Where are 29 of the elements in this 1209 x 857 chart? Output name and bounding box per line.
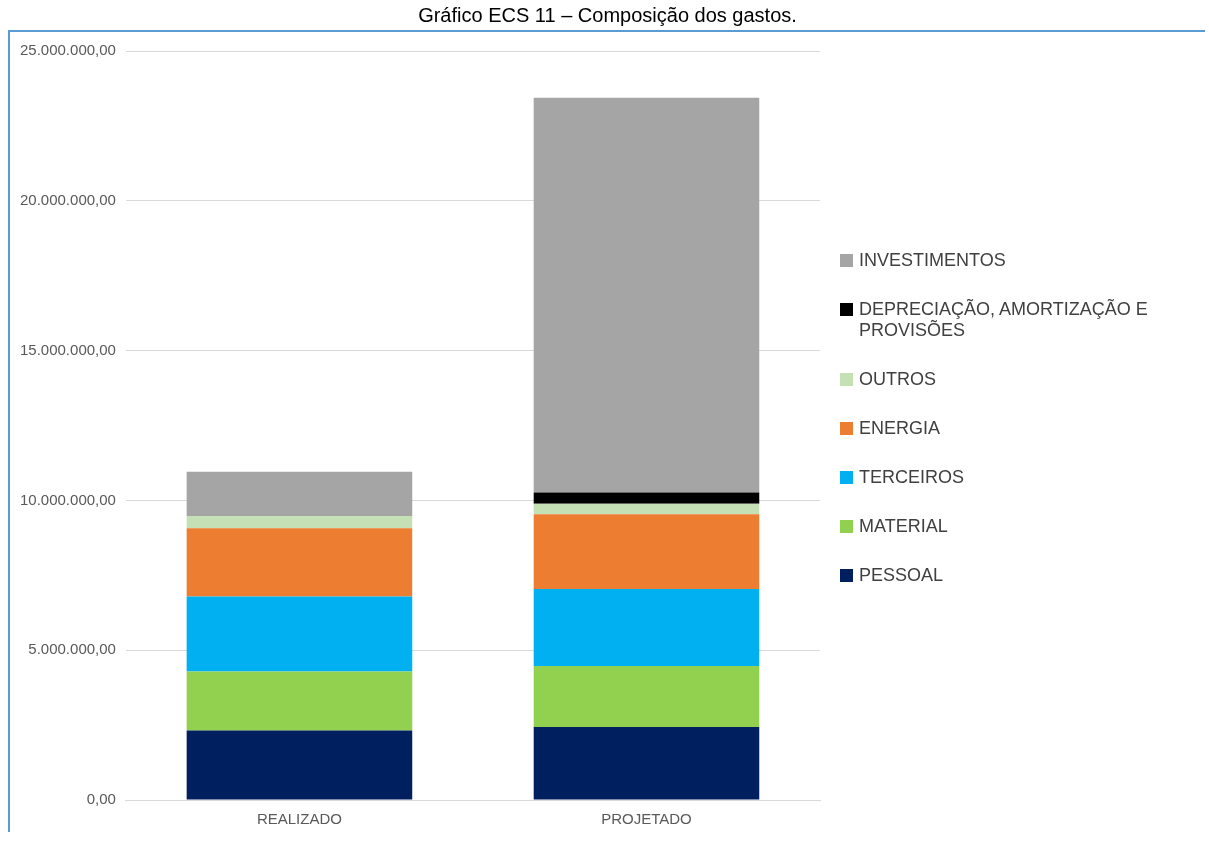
legend-label: INVESTIMENTOS xyxy=(859,250,1006,271)
x-tick-label: REALIZADO xyxy=(256,810,342,828)
bar xyxy=(186,515,413,529)
legend-label: OUTROS xyxy=(859,369,937,390)
legend-label: PESSOAL xyxy=(859,565,944,586)
legend-label: MATERIAL xyxy=(859,516,948,537)
chart-title: Gráfico ECS 11 – Composição dos gastos. xyxy=(417,4,798,27)
bar xyxy=(533,503,760,515)
legend-label: ENERGIA xyxy=(859,418,941,439)
bar xyxy=(186,596,413,672)
bar xyxy=(533,492,760,504)
x-tick-label: PROJETADO xyxy=(601,810,692,828)
legend-label: TERCEIROS xyxy=(859,467,965,488)
y-tick-label: 15.000.000,00 xyxy=(19,340,116,358)
bar xyxy=(186,671,413,731)
bar xyxy=(186,471,413,516)
bar xyxy=(533,514,760,590)
bar xyxy=(533,666,760,727)
y-tick-label: 10.000.000,00 xyxy=(19,490,116,508)
y-tick-label: 25.000.000,00 xyxy=(19,41,116,59)
y-tick-label: 5.000.000,00 xyxy=(28,640,116,658)
y-tick-label: 20.000.000,00 xyxy=(19,190,116,208)
bar xyxy=(533,97,760,493)
legend-label: DEPRECIAÇÃO, AMORTIZAÇÃO E PROVISÕES xyxy=(859,299,1149,341)
bar xyxy=(186,528,413,597)
bar xyxy=(186,730,413,800)
bar xyxy=(533,726,760,800)
y-tick-label: 0,00 xyxy=(86,790,116,808)
bar xyxy=(533,589,760,667)
